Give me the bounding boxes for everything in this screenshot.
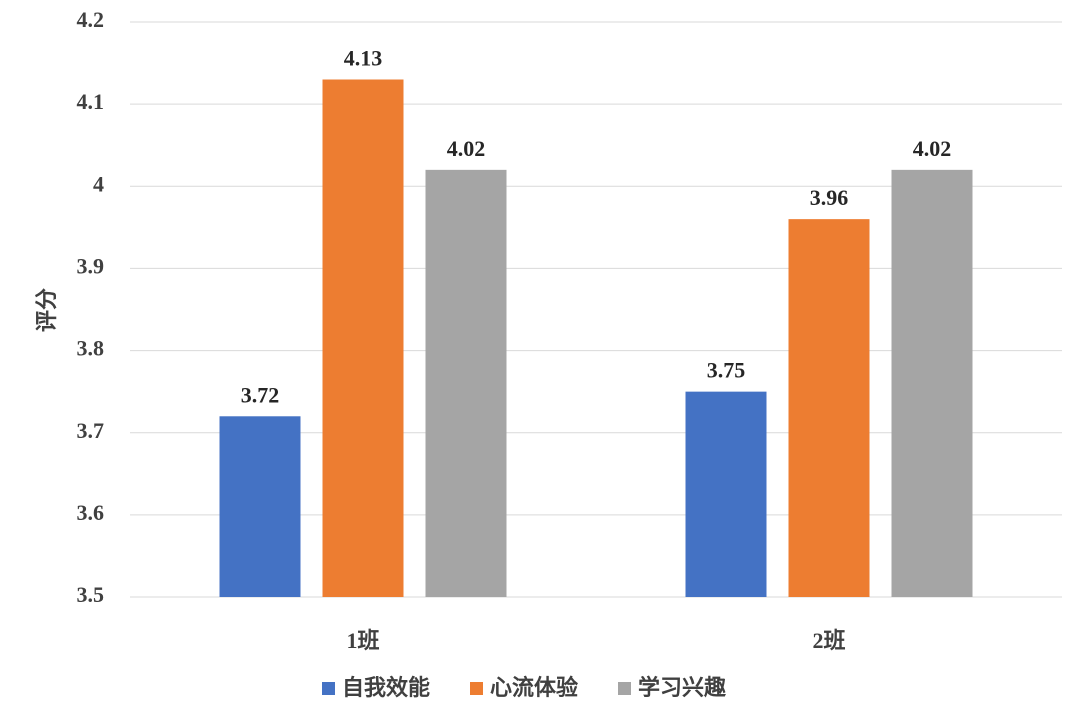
legend-swatch (618, 682, 631, 695)
legend-label: 学习兴趣 (638, 675, 726, 701)
legend-item: 自我效能 (322, 675, 430, 701)
legend-label: 自我效能 (342, 675, 430, 701)
bar (788, 219, 870, 597)
data-label: 4.02 (447, 136, 486, 161)
x-axis-category-labels: 1班 2班 (346, 628, 845, 653)
data-label: 4.13 (344, 46, 383, 71)
y-tick-label: 4.1 (77, 89, 105, 114)
x-tick-label: 1班 (346, 628, 379, 653)
bar (891, 169, 973, 597)
data-label: 3.96 (810, 185, 849, 210)
legend-item: 心流体验 (470, 675, 578, 701)
y-tick-label: 3.9 (77, 253, 105, 278)
legend: 自我效能 心流体验 学习兴趣 (322, 675, 726, 701)
data-labels: 3.72 4.13 4.02 3.75 3.96 4.02 (241, 46, 952, 408)
y-tick-label: 3.6 (77, 500, 105, 525)
y-tick-label: 4 (93, 171, 104, 196)
bars (219, 79, 973, 597)
y-tick-label: 3.7 (77, 418, 105, 443)
y-axis-title: 评分 (35, 288, 60, 332)
legend-swatch (322, 682, 335, 695)
bar (685, 391, 767, 597)
y-tick-label: 3.8 (77, 336, 105, 361)
x-tick-label: 2班 (812, 628, 845, 653)
bar (322, 79, 404, 597)
y-tick-label: 3.5 (77, 582, 105, 607)
y-axis-tick-labels: 3.5 3.6 3.7 3.8 3.9 4 4.1 4.2 (77, 7, 105, 607)
data-label: 4.02 (913, 136, 952, 161)
bar (425, 169, 507, 597)
data-label: 3.72 (241, 382, 280, 407)
y-tick-label: 4.2 (77, 7, 105, 32)
data-label: 3.75 (707, 358, 746, 383)
legend-swatch (470, 682, 483, 695)
legend-label: 心流体验 (490, 675, 578, 701)
bar (219, 416, 301, 597)
legend-item: 学习兴趣 (618, 675, 726, 701)
